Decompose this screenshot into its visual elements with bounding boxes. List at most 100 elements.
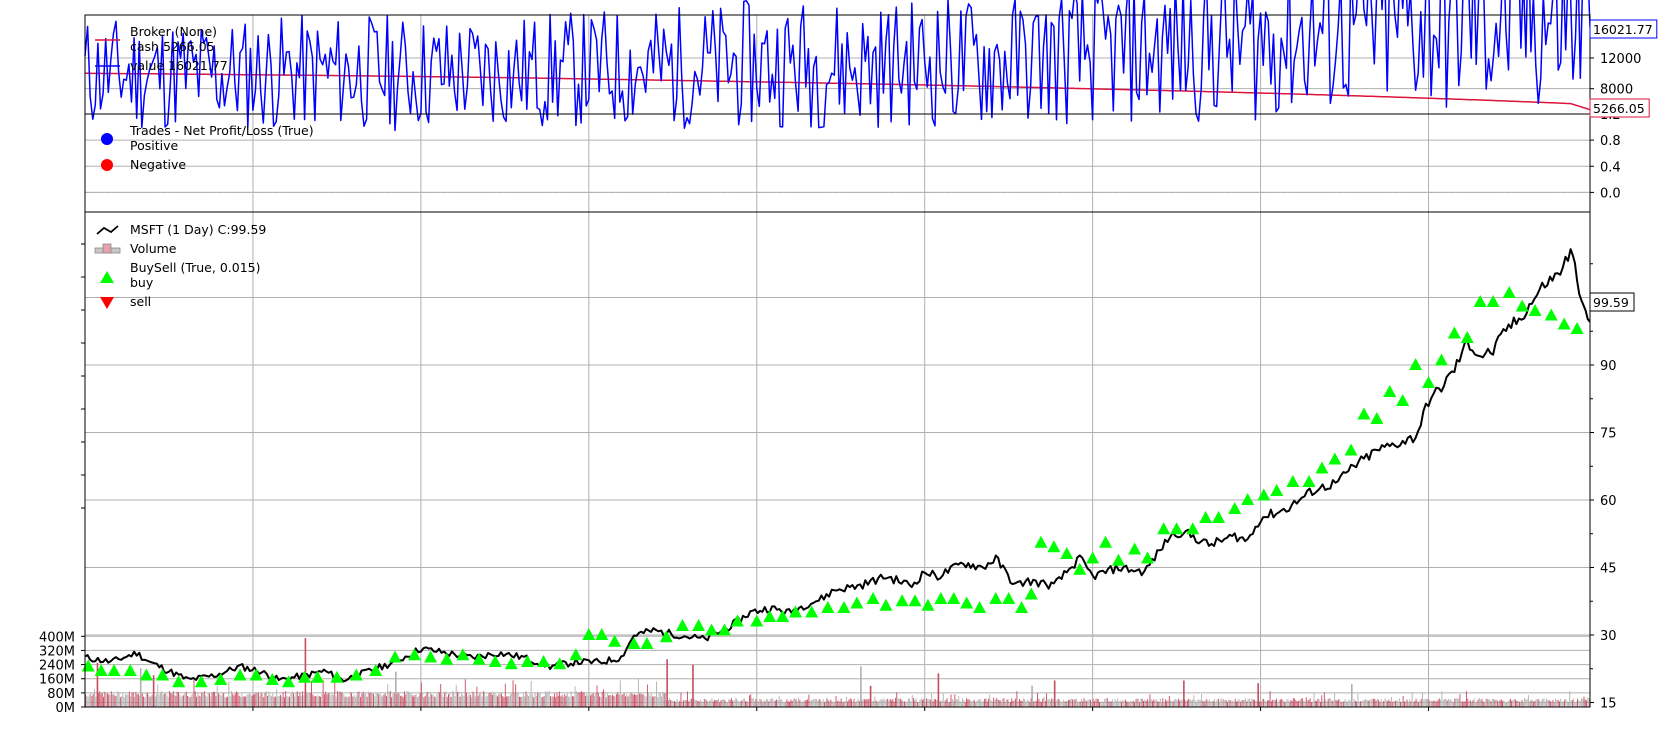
volume-bar bbox=[135, 692, 137, 707]
volume-bar bbox=[497, 696, 499, 707]
volume-bar bbox=[857, 698, 859, 707]
volume-bar bbox=[674, 700, 675, 707]
volume-bar bbox=[723, 698, 725, 707]
volume-bar bbox=[1225, 700, 1227, 707]
volume-bar bbox=[481, 696, 483, 707]
volume-bar bbox=[330, 695, 332, 707]
volume-bar bbox=[1454, 698, 1456, 707]
volume-bar bbox=[230, 691, 232, 707]
volume-bar bbox=[689, 699, 691, 707]
buy-marker bbox=[1199, 511, 1213, 523]
volume-bar bbox=[1515, 699, 1516, 707]
volume-bar bbox=[379, 693, 381, 707]
volume-bar bbox=[1133, 701, 1135, 707]
volume-bar bbox=[1267, 700, 1268, 707]
volume-bar bbox=[504, 683, 506, 707]
buy-marker bbox=[750, 614, 764, 627]
volume-bar bbox=[1256, 701, 1258, 707]
volume-bar bbox=[450, 696, 452, 707]
volume-bar bbox=[978, 699, 980, 707]
volume-bar bbox=[318, 696, 320, 707]
volume-bar bbox=[683, 700, 685, 707]
volume-bar bbox=[479, 693, 480, 707]
legend-volume-swatch-bar bbox=[102, 243, 112, 254]
volume-bar bbox=[756, 700, 758, 707]
volume-bar bbox=[1243, 699, 1245, 707]
volume-bar bbox=[1353, 699, 1355, 707]
volume-bar bbox=[197, 692, 199, 707]
volume-bar bbox=[1407, 701, 1409, 707]
volume-bar bbox=[1121, 701, 1122, 707]
volume-bar bbox=[1276, 698, 1277, 707]
volume-bar bbox=[929, 699, 931, 707]
volume-bar bbox=[199, 696, 201, 707]
volume-bar bbox=[1071, 699, 1073, 707]
volume-bar bbox=[668, 698, 670, 707]
volume-bar bbox=[1161, 701, 1163, 707]
volume-bar bbox=[822, 699, 824, 707]
volume-bar bbox=[356, 695, 358, 707]
volume-bar bbox=[865, 699, 867, 707]
volume-bar bbox=[615, 694, 617, 707]
volume-bar bbox=[603, 689, 604, 707]
volume-bar bbox=[754, 701, 756, 707]
volume-bar bbox=[537, 692, 539, 707]
volume-bar bbox=[1402, 695, 1404, 707]
buy-marker bbox=[1486, 295, 1500, 307]
volume-bar bbox=[1453, 701, 1454, 707]
volume-bar bbox=[871, 701, 873, 707]
volume-bar bbox=[286, 695, 288, 707]
volume-bar bbox=[591, 694, 593, 707]
volume-bar bbox=[1539, 701, 1541, 707]
volume-bar bbox=[1363, 699, 1365, 707]
volume-bar bbox=[265, 691, 267, 707]
volume-bar bbox=[1480, 699, 1482, 707]
volume-bar bbox=[667, 700, 669, 707]
volume-bar bbox=[1465, 691, 1467, 707]
volume-bar bbox=[108, 694, 110, 707]
volume-bar bbox=[209, 693, 210, 707]
volume-bar bbox=[267, 695, 269, 707]
buy-marker bbox=[608, 634, 622, 647]
volume-bar bbox=[259, 695, 261, 707]
volume-bar bbox=[836, 700, 838, 707]
volume-bar bbox=[462, 695, 464, 707]
volume-bar bbox=[896, 692, 898, 707]
volume-bar bbox=[677, 701, 679, 707]
volume-bar bbox=[539, 692, 541, 707]
volume-bar bbox=[1299, 700, 1301, 707]
volume-bar bbox=[1199, 700, 1201, 707]
volume-bar bbox=[1051, 698, 1053, 707]
volume-bar bbox=[398, 693, 400, 707]
volume-bar bbox=[472, 691, 474, 707]
volume-bar bbox=[801, 701, 803, 707]
volume-bar bbox=[1471, 701, 1473, 707]
volume-bar bbox=[876, 701, 878, 707]
volume-bar bbox=[1323, 692, 1325, 707]
volume-bar bbox=[1442, 699, 1444, 707]
volume-bar bbox=[1044, 700, 1046, 707]
volume-bar bbox=[1463, 701, 1465, 707]
volume-bar bbox=[1011, 698, 1013, 707]
volume-bar bbox=[323, 694, 325, 707]
volume-bar bbox=[529, 694, 531, 707]
volume-bar bbox=[1499, 700, 1501, 707]
volume-bar bbox=[1177, 698, 1179, 707]
volume-bar bbox=[344, 696, 346, 707]
volume-bar bbox=[1021, 700, 1023, 707]
volume-bar bbox=[221, 693, 223, 707]
volume-bar bbox=[782, 701, 784, 707]
volume-bar bbox=[566, 693, 568, 707]
volume-bar bbox=[1339, 699, 1341, 707]
volume-bar bbox=[564, 694, 566, 707]
volume-bar bbox=[889, 698, 891, 707]
volume-bar bbox=[1529, 701, 1531, 707]
volume-bar bbox=[1278, 700, 1280, 707]
volume-bar bbox=[256, 692, 258, 707]
volume-bar bbox=[1166, 700, 1168, 707]
volume-bar bbox=[574, 686, 576, 707]
buy-marker bbox=[1086, 551, 1100, 564]
volume-bar bbox=[1033, 701, 1035, 707]
volume-bar bbox=[404, 691, 405, 707]
volume-bar bbox=[223, 693, 225, 707]
